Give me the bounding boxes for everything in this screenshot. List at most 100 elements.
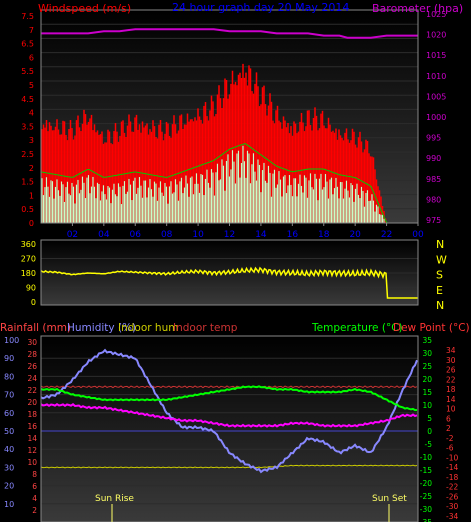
temperature-line <box>40 385 418 412</box>
indoor-temp-header: Indoor temp <box>173 322 238 334</box>
temp-panel-frame <box>40 335 419 522</box>
temperature-tick: -35 <box>420 518 432 522</box>
dewpoint-tick: -14 <box>446 463 458 472</box>
humidity-tick: 90 <box>4 354 14 363</box>
barometer-y-tick: 975 <box>426 216 441 225</box>
wind-bars <box>41 63 387 223</box>
rain-tick: 14 <box>27 434 37 443</box>
barometer-y-tick: 1015 <box>426 51 446 60</box>
x-tick-label: 20 <box>349 230 361 240</box>
wind-avg-line <box>40 143 417 224</box>
windspeed-label: Windspeed (m/s) <box>38 2 131 15</box>
wind-y-tick: 1 <box>29 191 34 200</box>
dewpoint-tick: 30 <box>446 356 456 365</box>
temperature-tick: 5 <box>427 414 432 423</box>
dewpoint-tick: -34 <box>446 512 458 521</box>
temperature-header: Temperature (°C) <box>311 322 403 334</box>
compass-label: S <box>436 269 443 282</box>
x-tick-label: 00 <box>412 230 424 240</box>
x-tick-label: 06 <box>130 230 142 240</box>
dewpoint-tick: -30 <box>446 502 458 511</box>
barometer-line <box>41 28 418 39</box>
wind-x-ticks: 02 04 06 08 10 12 14 16 18 20 22 00 <box>67 223 424 240</box>
temp-lines <box>40 348 418 474</box>
barometer-y-tick: 995 <box>426 134 441 143</box>
wind-left-ticks: 7.5 7 6.5 6 5.5 5 4.5 4 3.5 3 2.5 2 1.5 1 0.5 0 <box>21 12 34 228</box>
temperature-tick: -10 <box>420 453 432 462</box>
x-tick-label: 04 <box>98 230 110 240</box>
chart-title: 24 hour graph day 20 May 2014 <box>172 1 349 14</box>
wind-y-tick: 2 <box>29 164 34 173</box>
rain-tick: 10 <box>27 458 37 467</box>
humidity-tick: 40 <box>4 445 14 454</box>
direction-y-tick: 180 <box>21 269 36 278</box>
humidity-tick: 50 <box>4 427 14 436</box>
dewpoint-tick: -6 <box>446 444 454 453</box>
dewpoint-tick: 6 <box>446 414 451 423</box>
humidity-ticks: 100 90 80 70 60 50 40 30 20 10 <box>4 336 19 509</box>
dewpoint-tick: -22 <box>446 483 458 492</box>
wind-y-tick: 5.5 <box>21 67 34 76</box>
rain-ticks: 30 28 26 24 22 20 18 16 14 12 10 8 6 4 2 <box>27 338 37 515</box>
barometer-y-tick: 1000 <box>426 113 446 122</box>
temperature-tick: 35 <box>422 336 432 345</box>
wind-y-tick: 3 <box>29 136 34 145</box>
temperature-tick: -25 <box>420 492 432 501</box>
temperature-tick: -20 <box>420 479 432 488</box>
humidity-tick: 20 <box>4 482 14 491</box>
dewpoint-tick: 22 <box>446 375 456 384</box>
rain-tick: 16 <box>27 422 37 431</box>
compass-label: N <box>436 238 444 251</box>
barometer-y-tick: 1020 <box>426 31 446 40</box>
rain-tick: 22 <box>27 386 37 395</box>
x-tick-label: 10 <box>192 230 204 240</box>
humidity-tick: 100 <box>4 336 19 345</box>
rain-tick: 12 <box>27 446 37 455</box>
rainfall-header: Rainfall (mm) <box>0 322 71 334</box>
temperature-tick: 30 <box>422 349 432 358</box>
barometer-y-tick: 1005 <box>426 92 446 101</box>
temperature-tick: 20 <box>422 375 432 384</box>
barometer-y-tick: 980 <box>426 195 441 204</box>
rain-tick: 18 <box>27 410 37 419</box>
temperature-tick: -30 <box>420 505 432 514</box>
wind-y-tick: 7.5 <box>21 12 34 21</box>
dewpoint-line <box>40 402 418 428</box>
sunset-label: Sun Set <box>372 494 407 504</box>
dewpoint-tick: -10 <box>446 453 458 462</box>
rain-tick: 24 <box>27 374 37 383</box>
temperature-tick: 10 <box>422 401 432 410</box>
wind-y-tick: 2.5 <box>21 150 34 159</box>
direction-y-tick: 0 <box>31 298 36 307</box>
rain-tick: 28 <box>27 350 37 359</box>
humidity-line <box>40 348 418 474</box>
humidity-tick: 70 <box>4 391 14 400</box>
x-tick-label: 22 <box>381 230 392 240</box>
dewpoint-tick: 34 <box>446 346 456 355</box>
barometer-y-tick: 1025 <box>426 10 446 19</box>
wind-y-tick: 4 <box>29 109 34 118</box>
indoor-hum-line <box>40 464 418 469</box>
rain-tick: 30 <box>27 338 37 347</box>
wind-y-tick: 6 <box>29 53 34 62</box>
x-tick-label: 16 <box>287 230 299 240</box>
barometer-y-tick: 985 <box>426 175 441 184</box>
compass-label: N <box>436 299 444 312</box>
wind-y-tick: 4.5 <box>21 95 34 104</box>
temperature-tick: 0 <box>427 427 432 436</box>
rain-tick: 8 <box>32 470 37 479</box>
compass-label: W <box>436 253 447 266</box>
dewpoint-tick: -18 <box>446 473 458 482</box>
dewpoint-tick: -26 <box>446 492 458 501</box>
dewpoint-tick: -2 <box>446 434 454 443</box>
indoor-hum-header: Indoor hum <box>118 322 178 334</box>
x-tick-label: 18 <box>318 230 330 240</box>
dewpoint-ticks: 3430262218141062-2-6-10-14-18-22-26-30-3… <box>446 346 458 521</box>
rain-tick: 4 <box>32 494 37 503</box>
wind-y-tick: 0 <box>29 219 34 228</box>
sunrise-label: Sun Rise <box>95 494 134 504</box>
temperature-tick: -15 <box>420 466 432 475</box>
direction-y-tick: 90 <box>26 284 36 293</box>
humidity-tick: 60 <box>4 409 14 418</box>
